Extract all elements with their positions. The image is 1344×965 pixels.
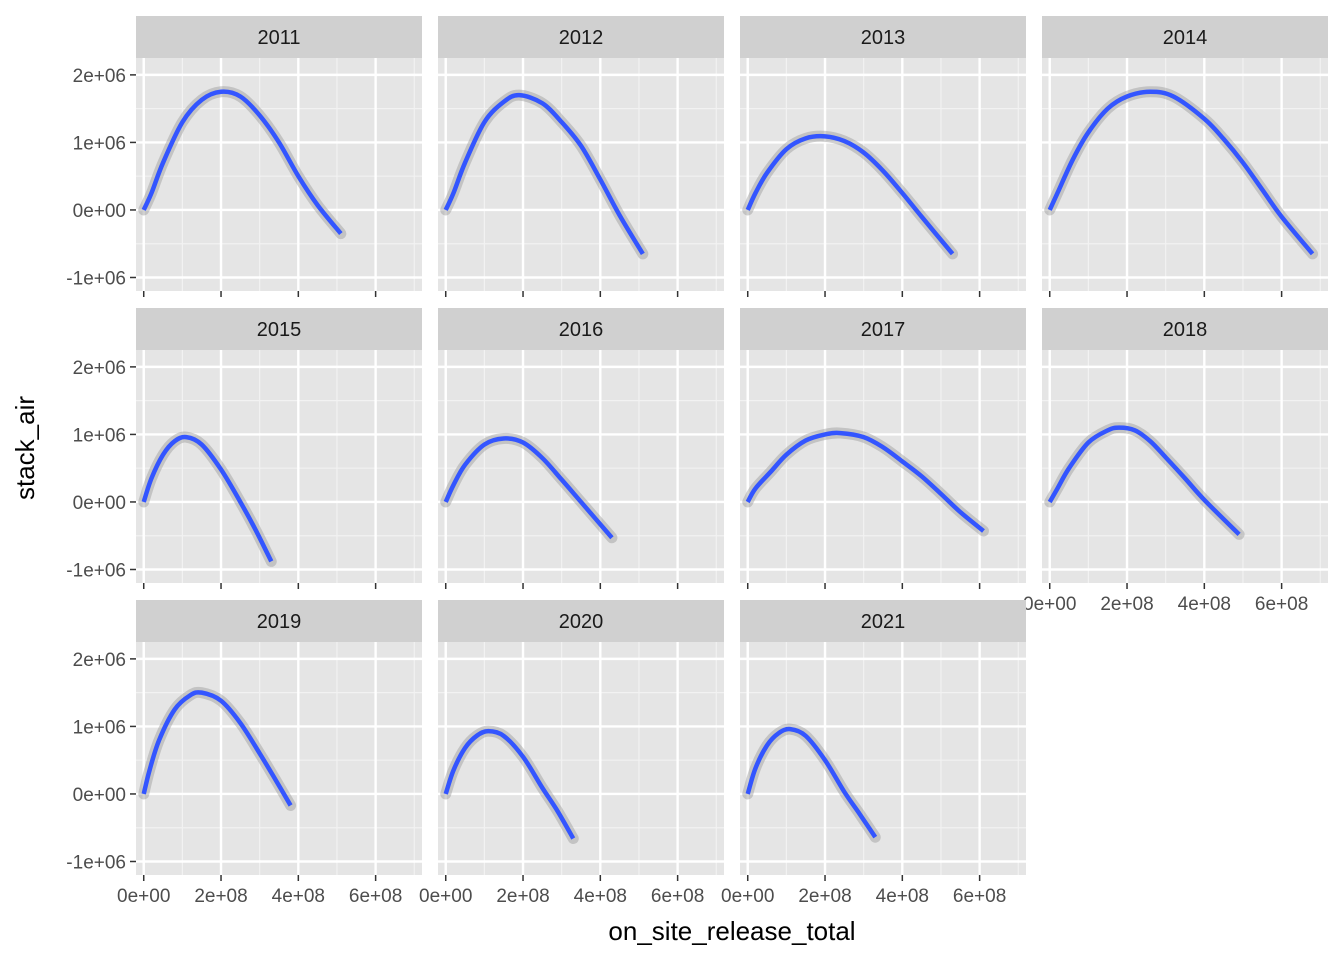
y-tick-label: 0e+00 (73, 493, 126, 514)
facet-strip-label: 2013 (861, 27, 906, 49)
facet-strip (136, 308, 422, 350)
facet-strip (1042, 16, 1328, 58)
facet-panel-2016: 2016 (438, 308, 724, 589)
panel-background (740, 58, 1026, 291)
x-axis-title: on_site_release_total (608, 916, 855, 946)
smooth-line-2011 (141, 89, 343, 236)
x-tick-label: 2e+08 (798, 886, 851, 907)
x-tick-label: 6e+08 (651, 886, 704, 907)
y-tick-label: -1e+06 (66, 560, 126, 581)
smooth-line-2021 (745, 726, 878, 839)
x-tick-label: 6e+08 (1255, 594, 1308, 615)
y-axis-title: stack_air (10, 396, 40, 500)
facet-panel-2014: 2014 (1042, 16, 1328, 297)
y-tick-label: 1e+06 (73, 133, 126, 154)
x-tick-label: 6e+08 (349, 886, 402, 907)
panel-background (136, 58, 422, 291)
smooth-line-2016 (443, 436, 614, 540)
facet-panel-2013: 2013 (740, 16, 1026, 297)
x-tick-label: 0e+00 (117, 886, 170, 907)
facet-strip-label: 2018 (1163, 319, 1208, 341)
facet-panel-2021: 2021 0e+00 2e+08 4e+08 6e+08 (721, 600, 1026, 907)
facet-strip (740, 16, 1026, 58)
panel-background (740, 642, 1026, 875)
x-tick-label: 4e+08 (1178, 594, 1231, 615)
x-tick-label: 4e+08 (876, 886, 929, 907)
x-tick-label: 2e+08 (194, 886, 247, 907)
y-tick-label: 0e+00 (73, 785, 126, 806)
facet-strip (740, 600, 1026, 642)
y-tick-label: 2e+06 (73, 358, 126, 379)
x-tick-label: 6e+08 (953, 886, 1006, 907)
x-tick-label: 4e+08 (574, 886, 627, 907)
facet-strip-label: 2014 (1163, 27, 1208, 49)
x-tick-label: 4e+08 (272, 886, 325, 907)
x-tick-label: 2e+08 (1100, 594, 1153, 615)
x-tick-label: 0e+00 (721, 886, 774, 907)
y-tick-label: -1e+06 (66, 268, 126, 289)
facet-panel-2017: 2017 (740, 308, 1026, 589)
y-tick-label: 1e+06 (73, 717, 126, 738)
smooth-line-2012 (443, 92, 645, 256)
facet-strip-label: 2015 (257, 319, 302, 341)
y-tick-label: -1e+06 (66, 852, 126, 873)
smooth-line-2015 (141, 434, 274, 563)
facet-panel-2011: 2011 -1e+06 0e+00 1e+06 2e+06 (66, 16, 422, 297)
y-tick-label: 2e+06 (73, 650, 126, 671)
facet-strip-label: 2019 (257, 611, 302, 633)
facet-strip-label: 2020 (559, 611, 604, 633)
panel-background (438, 58, 724, 291)
facet-panel-2018: 2018 0e+00 2e+08 4e+08 6e+08 (1023, 308, 1328, 615)
panel-background (136, 350, 422, 583)
facet-strip (438, 600, 724, 642)
facet-strip (1042, 308, 1328, 350)
x-tick-label: 0e+00 (419, 886, 472, 907)
facet-strip-label: 2012 (559, 27, 604, 49)
smooth-line-2017 (745, 430, 985, 533)
x-tick-label: 2e+08 (496, 886, 549, 907)
panel-background (136, 642, 422, 875)
y-tick-label: 0e+00 (73, 201, 126, 222)
panel-background (740, 350, 1026, 583)
facet-strip (438, 308, 724, 350)
facet-strip-label: 2021 (861, 611, 906, 633)
panel-background (438, 350, 724, 583)
facet-strip (136, 600, 422, 642)
smooth-line-2019 (141, 690, 293, 807)
facet-panel-2020: 2020 0e+00 2e+08 4e+08 6e+08 (419, 600, 724, 907)
x-tick-label: 0e+00 (1023, 594, 1076, 615)
facet-strip (740, 308, 1026, 350)
panel-background (438, 642, 724, 875)
panel-background (1042, 58, 1328, 291)
y-tick-label: 1e+06 (73, 425, 126, 446)
facet-panel-2019: 2019 -1e+06 0e+00 1e+06 2e+06 0e+00 2e+08 4e+08… (66, 600, 422, 907)
facet-strip-label: 2016 (559, 319, 604, 341)
facet-strip-label: 2011 (257, 27, 300, 49)
smooth-line-2020 (443, 728, 576, 840)
facet-strip (438, 16, 724, 58)
smooth-line-2018 (1047, 425, 1241, 536)
facet-panel-2012: 2012 (438, 16, 724, 297)
facet-panel-2015: 2015 -1e+06 0e+00 1e+06 2e+06 (66, 308, 422, 589)
facet-strip (136, 16, 422, 58)
y-tick-label: 2e+06 (73, 66, 126, 87)
smooth-line-2013 (745, 133, 955, 256)
smooth-line-2014 (1047, 89, 1315, 256)
panel-background (1042, 350, 1328, 583)
facet-strip-label: 2017 (861, 319, 906, 341)
